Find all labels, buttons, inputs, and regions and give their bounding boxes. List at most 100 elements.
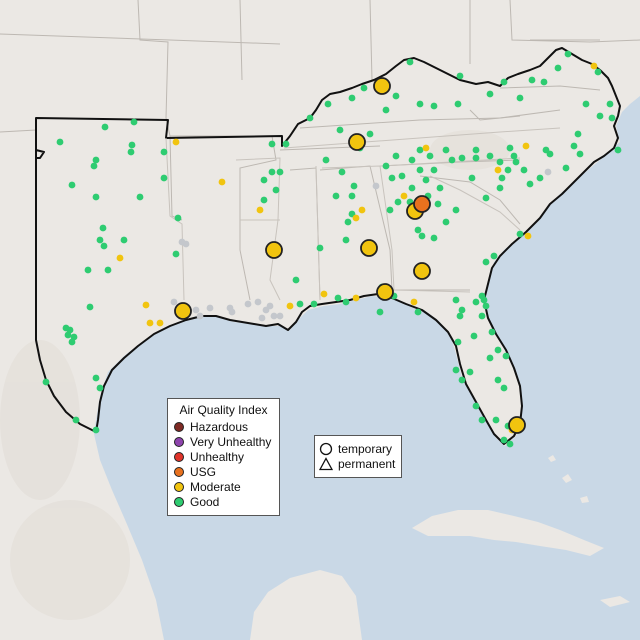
station-marker-good[interactable] (348, 94, 356, 102)
station-marker-good[interactable] (324, 100, 332, 108)
station-marker-good[interactable] (408, 184, 416, 192)
station-marker-good[interactable] (554, 64, 562, 72)
station-marker-moderate[interactable] (172, 138, 180, 146)
station-marker-no-data[interactable] (254, 298, 262, 306)
station-marker-moderate[interactable] (422, 144, 430, 152)
legend-item-hazardous[interactable]: Hazardous (174, 420, 248, 434)
station-marker-good[interactable] (350, 182, 358, 190)
station-marker-good[interactable] (472, 402, 480, 410)
station-marker-good[interactable] (574, 130, 582, 138)
station-marker-good[interactable] (388, 174, 396, 182)
station-marker-good[interactable] (322, 156, 330, 164)
station-marker-good[interactable] (490, 252, 498, 260)
station-marker-good[interactable] (260, 176, 268, 184)
station-marker-good[interactable] (72, 416, 80, 424)
temporary-monitor-marker-moderate[interactable] (373, 77, 391, 95)
station-marker-good[interactable] (430, 166, 438, 174)
station-marker-good[interactable] (96, 384, 104, 392)
station-marker-good[interactable] (68, 338, 76, 346)
station-marker-good[interactable] (366, 130, 374, 138)
station-marker-good[interactable] (458, 306, 466, 314)
station-marker-good[interactable] (442, 218, 450, 226)
station-marker-good[interactable] (540, 78, 548, 86)
station-marker-good[interactable] (130, 118, 138, 126)
station-marker-good[interactable] (482, 258, 490, 266)
station-marker-good[interactable] (316, 244, 324, 252)
legend-item-unhealthy[interactable]: Unhealthy (174, 450, 244, 464)
temporary-monitor-marker-moderate[interactable] (376, 283, 394, 301)
station-marker-good[interactable] (92, 426, 100, 434)
station-marker-good[interactable] (486, 152, 494, 160)
station-marker-no-data[interactable] (192, 306, 200, 314)
station-marker-moderate[interactable] (116, 254, 124, 262)
station-marker-good[interactable] (342, 236, 350, 244)
station-marker-good[interactable] (348, 192, 356, 200)
station-marker-good[interactable] (99, 224, 107, 232)
station-marker-good[interactable] (92, 374, 100, 382)
station-marker-no-data[interactable] (244, 300, 252, 308)
station-marker-good[interactable] (456, 312, 464, 320)
station-marker-good[interactable] (268, 140, 276, 148)
station-marker-good[interactable] (160, 174, 168, 182)
station-marker-good[interactable] (494, 346, 502, 354)
station-marker-good[interactable] (392, 152, 400, 160)
station-marker-good[interactable] (92, 156, 100, 164)
station-marker-moderate[interactable] (590, 62, 598, 70)
station-marker-no-data[interactable] (196, 312, 204, 320)
station-marker-good[interactable] (68, 181, 76, 189)
station-marker-good[interactable] (500, 78, 508, 86)
station-marker-good[interactable] (536, 174, 544, 182)
station-marker-good[interactable] (414, 226, 422, 234)
station-marker-good[interactable] (482, 302, 490, 310)
station-marker-no-data[interactable] (544, 168, 552, 176)
station-marker-good[interactable] (478, 312, 486, 320)
station-marker-good[interactable] (454, 338, 462, 346)
station-marker-good[interactable] (42, 378, 50, 386)
station-marker-good[interactable] (160, 148, 168, 156)
station-marker-good[interactable] (84, 266, 92, 274)
station-marker-good[interactable] (486, 90, 494, 98)
station-marker-good[interactable] (436, 184, 444, 192)
station-marker-moderate[interactable] (400, 192, 408, 200)
station-marker-good[interactable] (452, 366, 460, 374)
station-marker-good[interactable] (336, 126, 344, 134)
legend-item-usg[interactable]: USG (174, 465, 216, 479)
station-marker-good[interactable] (416, 166, 424, 174)
station-marker-moderate[interactable] (522, 142, 530, 150)
legend-item-permanent[interactable]: permanent (319, 457, 395, 471)
station-marker-good[interactable] (452, 206, 460, 214)
station-marker-good[interactable] (516, 94, 524, 102)
station-marker-good[interactable] (90, 162, 98, 170)
station-marker-good[interactable] (406, 58, 414, 66)
station-marker-good[interactable] (394, 198, 402, 206)
station-marker-good[interactable] (416, 100, 424, 108)
station-marker-good[interactable] (86, 303, 94, 311)
station-marker-good[interactable] (506, 144, 514, 152)
station-marker-good[interactable] (472, 298, 480, 306)
station-marker-good[interactable] (268, 168, 276, 176)
station-marker-good[interactable] (426, 152, 434, 160)
station-marker-no-data[interactable] (170, 298, 178, 306)
station-marker-moderate[interactable] (320, 290, 328, 298)
station-marker-good[interactable] (338, 168, 346, 176)
temporary-monitor-marker-moderate[interactable] (174, 302, 192, 320)
station-marker-good[interactable] (56, 138, 64, 146)
station-marker-good[interactable] (430, 234, 438, 242)
station-marker-good[interactable] (582, 100, 590, 108)
station-marker-good[interactable] (332, 192, 340, 200)
legend-item-very-unhealthy[interactable]: Very Unhealthy (174, 435, 271, 449)
station-marker-good[interactable] (478, 416, 486, 424)
temporary-monitor-marker-moderate[interactable] (360, 239, 378, 257)
station-marker-good[interactable] (458, 376, 466, 384)
station-marker-good[interactable] (408, 156, 416, 164)
station-marker-good[interactable] (276, 168, 284, 176)
station-marker-good[interactable] (456, 72, 464, 80)
station-marker-good[interactable] (92, 193, 100, 201)
station-marker-good[interactable] (500, 384, 508, 392)
station-marker-good[interactable] (516, 230, 524, 238)
station-marker-good[interactable] (496, 184, 504, 192)
station-marker-no-data[interactable] (182, 240, 190, 248)
station-marker-good[interactable] (434, 200, 442, 208)
station-marker-good[interactable] (398, 172, 406, 180)
station-marker-good[interactable] (422, 176, 430, 184)
